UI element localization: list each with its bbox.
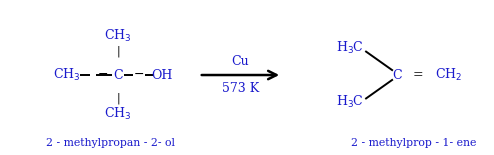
Text: C: C (392, 69, 402, 82)
Text: H$_3$C: H$_3$C (336, 94, 364, 110)
Text: 573 K: 573 K (222, 82, 259, 95)
Text: CH$_3$: CH$_3$ (53, 67, 81, 83)
Text: H$_3$C: H$_3$C (336, 40, 364, 56)
Text: =: = (412, 68, 423, 81)
Text: OH: OH (152, 69, 173, 82)
Text: C: C (113, 69, 123, 82)
Text: −: − (97, 68, 108, 81)
Text: CH$_2$: CH$_2$ (435, 67, 462, 83)
Text: 2 - methylpropan - 2- ol: 2 - methylpropan - 2- ol (46, 138, 175, 148)
Text: CH$_3$: CH$_3$ (104, 106, 132, 122)
Text: 2 - methylprop - 1- ene: 2 - methylprop - 1- ene (351, 138, 477, 148)
Text: |: | (116, 46, 120, 58)
Text: Cu: Cu (232, 55, 249, 68)
Text: CH$_3$: CH$_3$ (104, 28, 132, 44)
Text: −: − (134, 68, 144, 81)
Text: |: | (116, 93, 120, 104)
